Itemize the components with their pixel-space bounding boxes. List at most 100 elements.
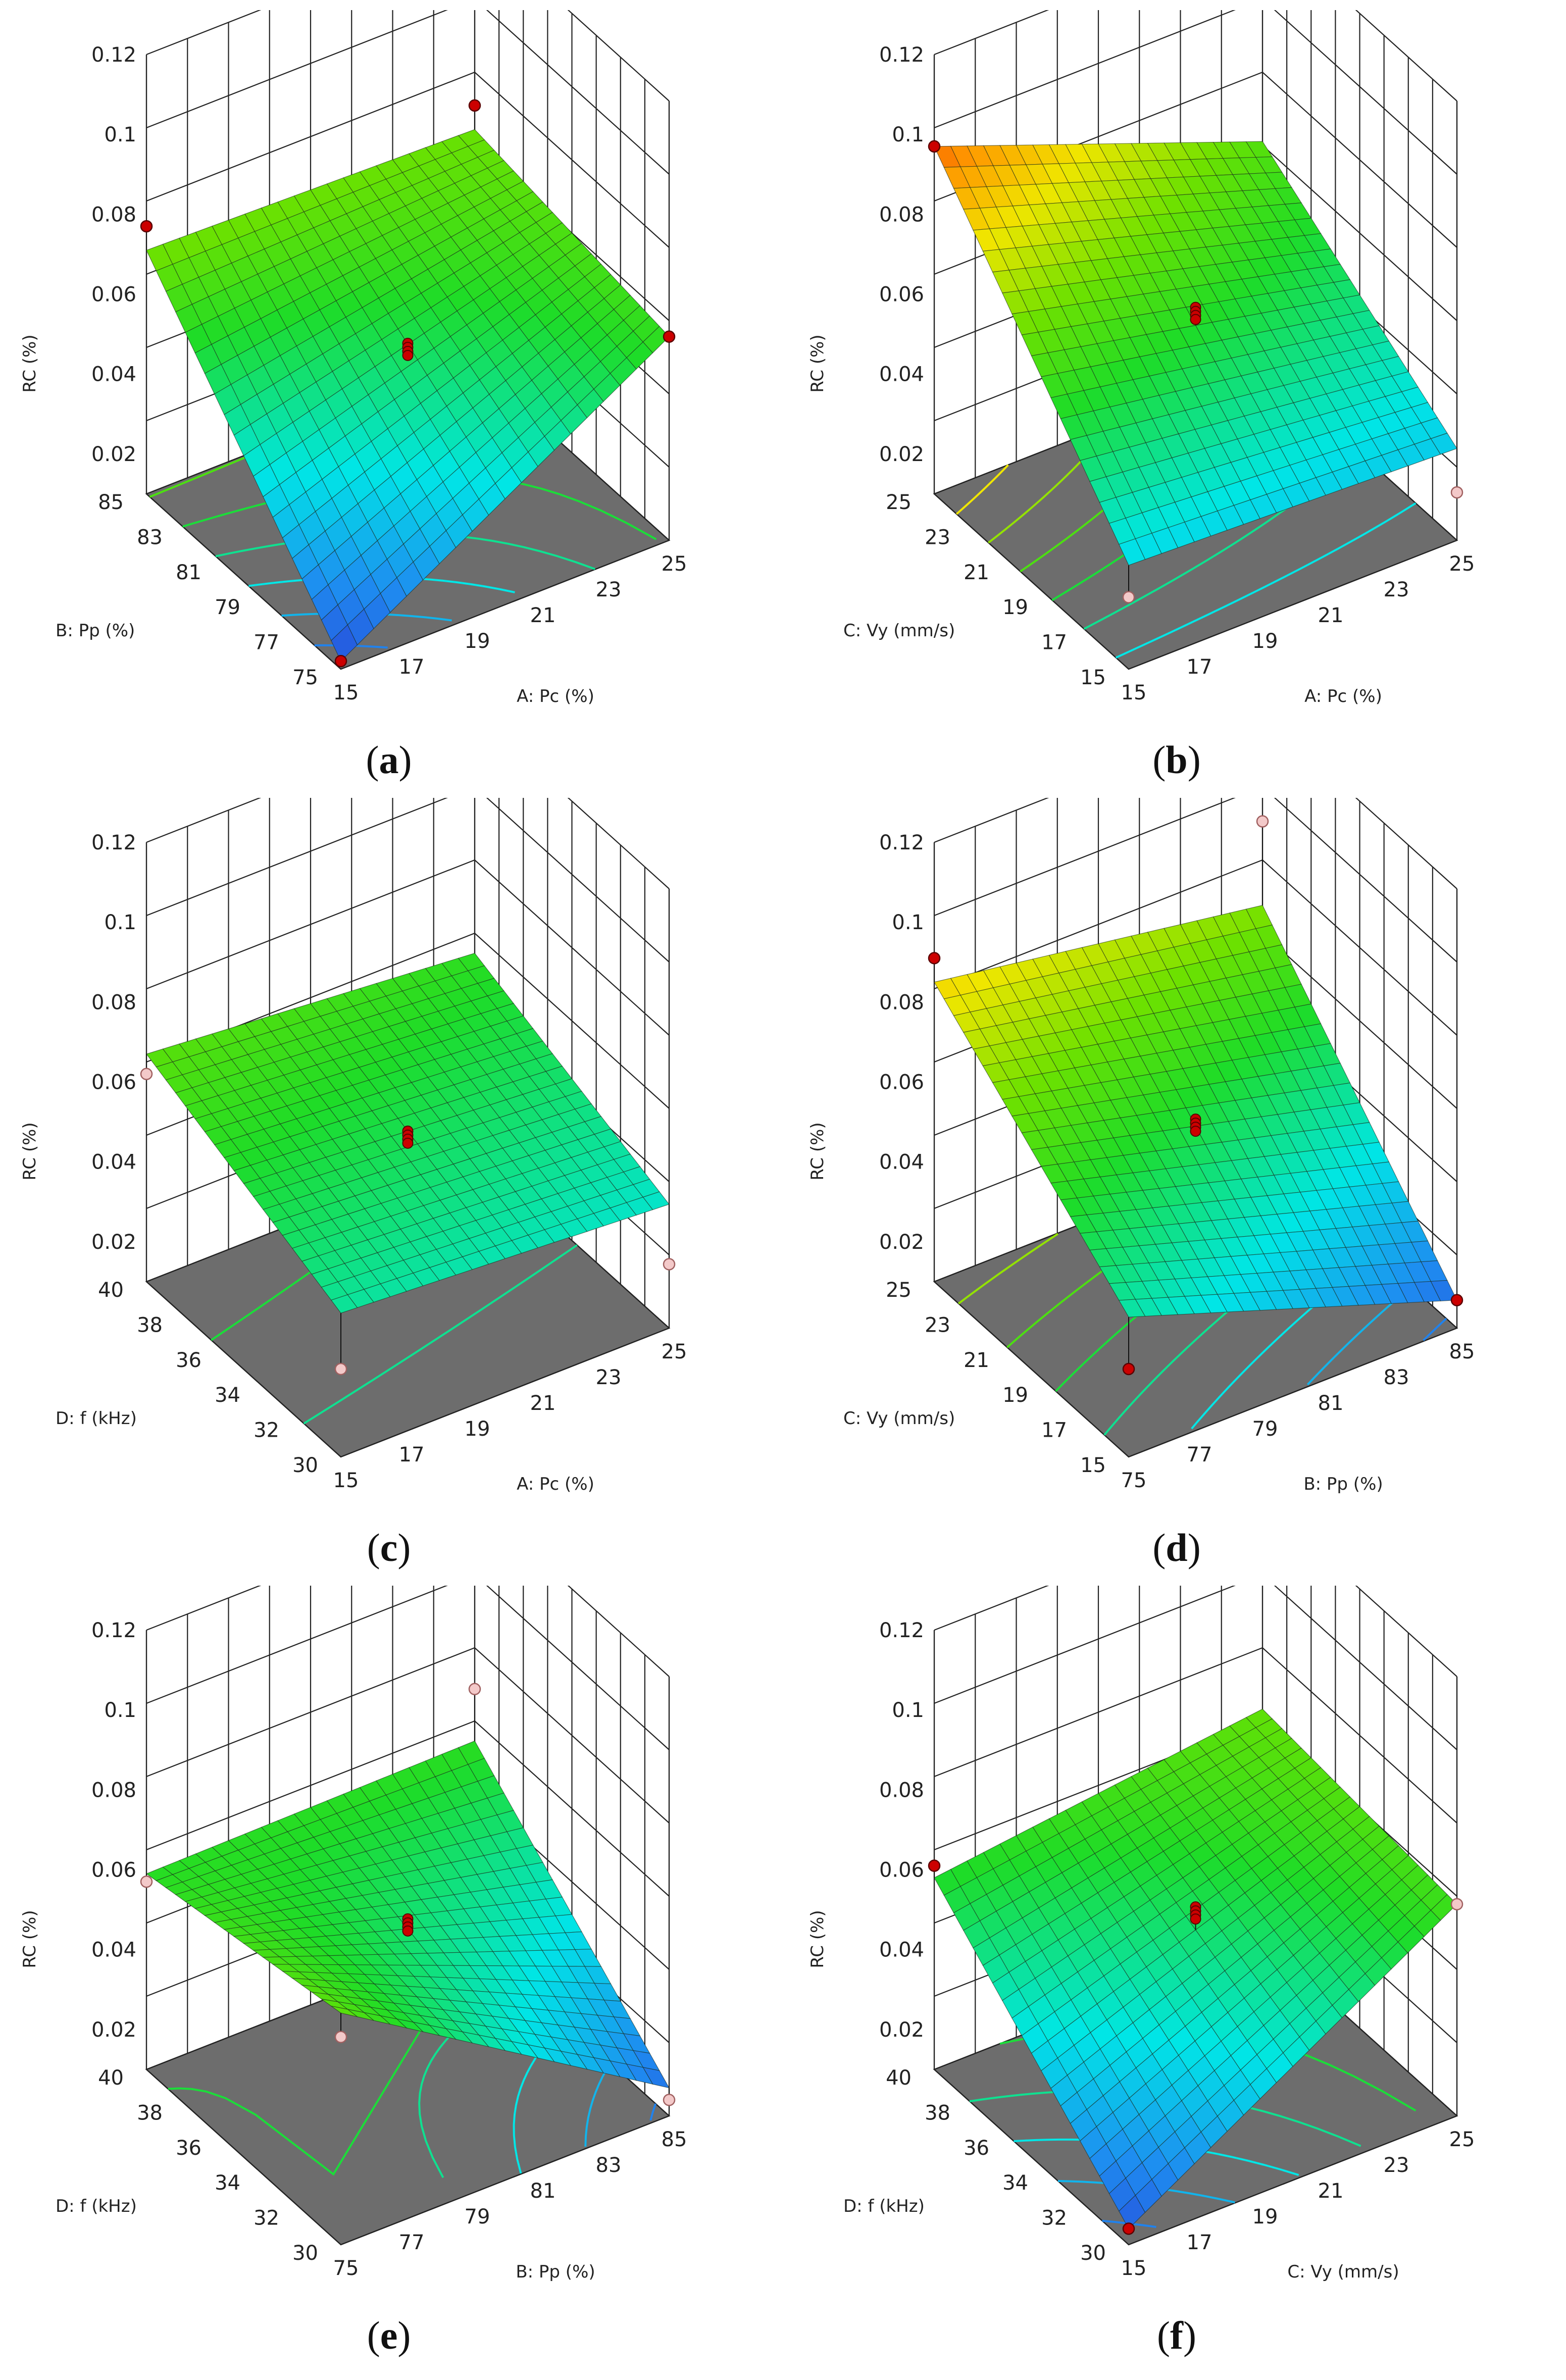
z-grid-line: [146, 10, 670, 102]
x-tick-label: 21: [1318, 604, 1344, 627]
z-tick-label: 0.06: [879, 283, 924, 307]
z-grid-line: [146, 1586, 670, 1750]
design-point-marker: [140, 1068, 153, 1080]
design-points: [140, 1683, 676, 2106]
x-tick-label: 19: [465, 1417, 490, 1441]
y-tick-label: 81: [176, 561, 201, 584]
z-axis-title: RC (%): [20, 1910, 40, 1968]
z-grid-line: [934, 10, 1457, 175]
design-point-marker: [1122, 2222, 1135, 2235]
z-tick-label: 0.04: [879, 363, 924, 386]
surface-plot-e: 0.02 0.04 0.06 0.08 0.1 0.12 RC (%) 75 77 79 81 83 8…: [20, 1586, 687, 2282]
x-tick-label: 21: [530, 1392, 556, 1415]
y-tick-label: 32: [254, 2207, 279, 2230]
y-axis-title: D: f (kHz): [56, 1408, 137, 1429]
y-axis: 30 32 34 36 38 40 D: f (kHz): [56, 2066, 318, 2265]
design-point-marker: [1256, 815, 1269, 828]
surface-cell: [331, 2005, 358, 2017]
x-axis: 15 17 19 21 23 25 A: Pc (%): [1121, 552, 1475, 706]
z-axis: 0.02 0.04 0.06 0.08 0.1 0.12 RC (%): [20, 43, 136, 466]
x-axis-title: A: Pc (%): [517, 1474, 594, 1494]
z-tick-label: 0.06: [879, 1859, 924, 1882]
x-tick-label: 21: [530, 604, 556, 627]
z-grid-line: [146, 798, 670, 889]
response-surface: [934, 904, 1457, 1318]
x-axis: 75 77 79 81 83 85 B: Pp (%): [1121, 1340, 1475, 1494]
center-point-marker: [1190, 314, 1201, 325]
z-axis-title: RC (%): [807, 1910, 828, 1968]
contour-line: [955, 464, 1009, 515]
z-tick-label: 0.02: [91, 1231, 136, 1254]
design-point-marker: [140, 1876, 153, 1888]
contour-line: [584, 2062, 612, 2147]
y-tick-label: 75: [292, 666, 318, 689]
z-tick-label: 0.06: [879, 1071, 924, 1094]
x-tick-label: 81: [530, 2180, 556, 2203]
surface-cell: [331, 624, 358, 662]
z-tick-label: 0.08: [879, 1779, 924, 1802]
z-tick-label: 0.1: [892, 911, 924, 934]
design-points: [140, 1054, 676, 1376]
y-axis-title: C: Vy (mm/s): [843, 1408, 955, 1429]
z-tick-label: 0.02: [879, 1231, 924, 1254]
contour-line: [1423, 1318, 1447, 1341]
x-tick-label: 17: [399, 1443, 425, 1466]
y-tick-label: 38: [137, 2101, 163, 2124]
z-tick-label: 0.12: [879, 1619, 924, 1642]
z-tick-label: 0.08: [879, 991, 924, 1014]
x-tick-label: 15: [1121, 2257, 1147, 2280]
z-axis: 0.02 0.04 0.06 0.08 0.1 0.12 RC (%): [807, 1619, 924, 2042]
y-tick-label: 21: [964, 561, 989, 584]
x-tick-label: 23: [1384, 578, 1409, 601]
z-axis: 0.02 0.04 0.06 0.08 0.1 0.12 RC (%): [807, 831, 924, 1254]
contour-line: [168, 1940, 476, 2176]
response-surface: [934, 141, 1457, 566]
z-tick-label: 0.12: [91, 1619, 136, 1642]
x-axis: 15 17 19 21 23 25 A: Pc (%): [333, 552, 687, 706]
x-tick-label: 77: [399, 2231, 425, 2254]
y-tick-label: 30: [292, 2242, 318, 2265]
y-tick-label: 40: [98, 2066, 124, 2090]
design-point-marker: [663, 2094, 676, 2106]
z-tick-label: 0.08: [91, 203, 136, 226]
x-tick-label: 19: [1252, 630, 1278, 653]
y-axis: 75 77 79 81 83 85 B: Pp (%): [56, 491, 318, 689]
y-axis-title: C: Vy (mm/s): [843, 621, 955, 641]
design-point-marker: [928, 1859, 941, 1872]
design-point-marker: [140, 220, 153, 233]
panel-e: 0.02 0.04 0.06 0.08 0.1 0.12 RC (%) 75 77 79 81 83 8…: [10, 1586, 768, 2357]
panel-d: 0.02 0.04 0.06 0.08 0.1 0.12 RC (%) 75 77 79 81 83 8…: [798, 798, 1555, 1569]
y-axis-title: D: f (kHz): [843, 2196, 925, 2216]
design-point-marker: [1450, 486, 1463, 499]
z-grid-line: [934, 798, 1457, 889]
design-point-marker: [928, 140, 941, 153]
y-axis: 15 17 19 21 23 25 C: Vy (mm/s): [843, 1279, 1106, 1477]
z-tick-label: 0.1: [104, 123, 136, 146]
x-tick-label: 15: [1121, 681, 1147, 704]
z-tick-label: 0.1: [892, 123, 924, 146]
z-axis-title: RC (%): [20, 1122, 40, 1180]
response-surface: [145, 1740, 670, 2089]
surface-cell: [1118, 1299, 1146, 1318]
design-point-marker: [334, 2031, 347, 2043]
response-surface: [146, 129, 670, 662]
y-tick-label: 32: [254, 1419, 279, 1442]
contour-line: [1115, 502, 1417, 659]
z-axis: 0.02 0.04 0.06 0.08 0.1 0.12 RC (%): [807, 43, 924, 466]
x-tick-label: 19: [1252, 2205, 1278, 2229]
z-tick-label: 0.04: [879, 1151, 924, 1174]
design-point-marker: [468, 99, 481, 112]
z-tick-label: 0.08: [91, 1779, 136, 1802]
surface-cell: [1119, 2195, 1146, 2230]
z-tick-label: 0.06: [91, 1071, 136, 1094]
y-tick-label: 34: [215, 1384, 240, 1407]
contour-line: [649, 2103, 657, 2121]
z-tick-label: 0.1: [892, 1699, 924, 1722]
x-tick-label: 15: [333, 681, 359, 704]
surface-cell: [330, 1294, 358, 1313]
y-tick-label: 36: [964, 2137, 989, 2160]
y-tick-label: 15: [1080, 1454, 1106, 1477]
z-tick-label: 0.04: [91, 1939, 136, 1962]
surface-plot-f: 0.02 0.04 0.06 0.08 0.1 0.12 RC (%) 15 17 19 21 23 2…: [807, 1586, 1475, 2282]
panel-b: 0.02 0.04 0.06 0.08 0.1 0.12 RC (%) 15 17 19 21 23 2…: [798, 10, 1555, 782]
